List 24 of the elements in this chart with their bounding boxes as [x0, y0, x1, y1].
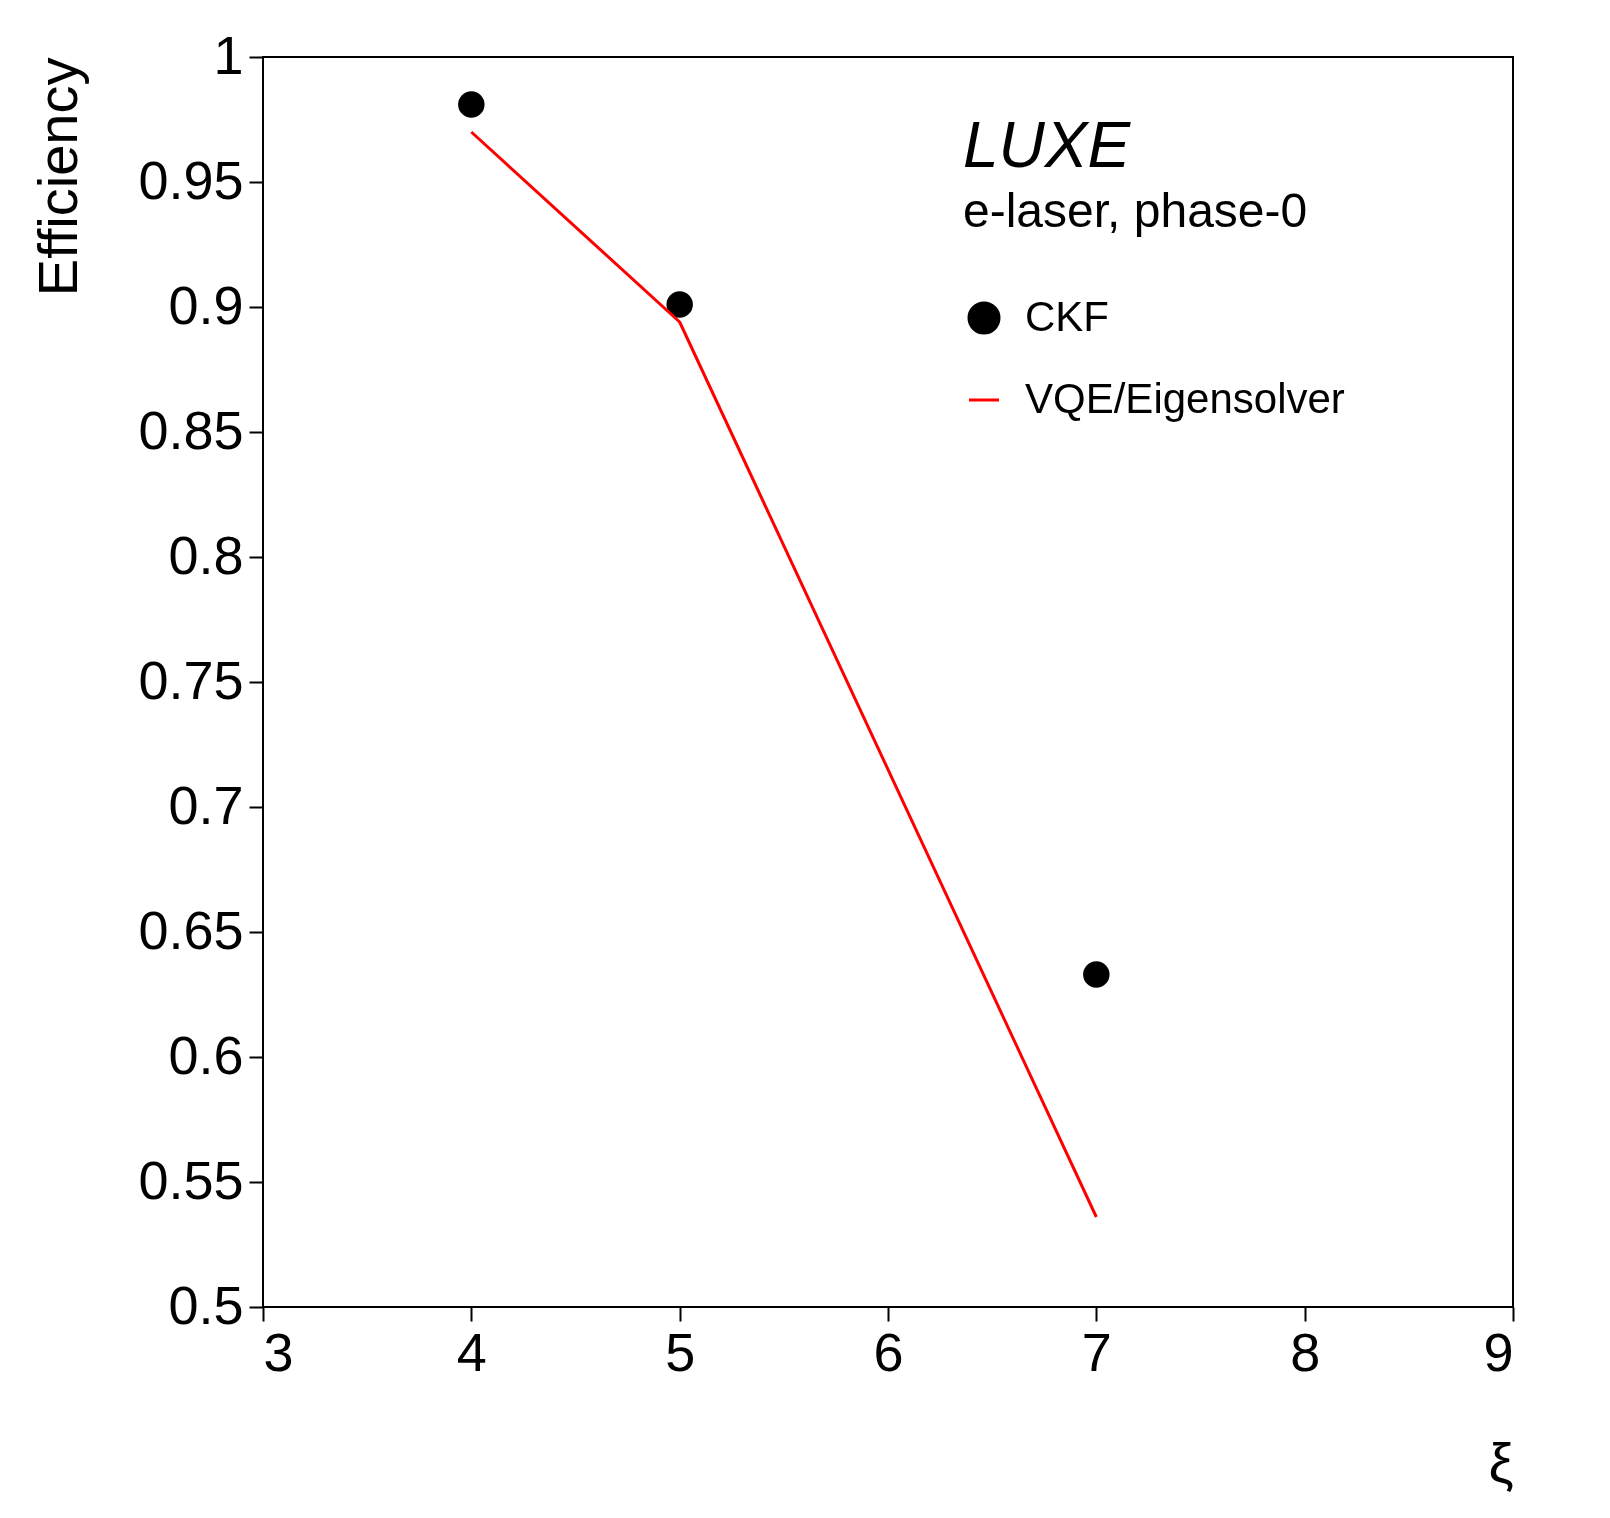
y-tick-label: 1	[213, 24, 244, 85]
legend-label: CKF	[1025, 293, 1109, 340]
legend-label: VQE/Eigensolver	[1025, 375, 1345, 422]
x-tick-label: 7	[1081, 1321, 1112, 1382]
y-tick-label: 0.5	[168, 1274, 244, 1335]
y-tick-label: 0.75	[138, 649, 244, 710]
x-tick-label: 5	[665, 1321, 696, 1382]
y-tick-label: 0.55	[138, 1149, 244, 1210]
x-tick-label: 8	[1290, 1321, 1321, 1382]
y-tick-label: 0.8	[168, 524, 244, 585]
y-tick-label: 0.7	[168, 774, 244, 835]
x-tick-label: 4	[456, 1321, 487, 1382]
y-tick-label: 0.65	[138, 899, 244, 960]
y-tick-label: 0.9	[168, 274, 244, 335]
x-tick-label: 6	[873, 1321, 904, 1382]
annotation: LUXE	[963, 109, 1132, 181]
x-axis-title: ξ	[1488, 1430, 1514, 1494]
annotation: e-laser, phase-0	[963, 184, 1308, 237]
y-axis-title: Efficiency	[25, 57, 89, 297]
y-tick-label: 0.95	[138, 149, 244, 210]
x-tick-label: 3	[263, 1321, 294, 1382]
y-tick-label: 0.6	[168, 1024, 244, 1085]
y-tick-label: 0.85	[138, 399, 244, 460]
x-tick-label: 9	[1483, 1321, 1514, 1382]
